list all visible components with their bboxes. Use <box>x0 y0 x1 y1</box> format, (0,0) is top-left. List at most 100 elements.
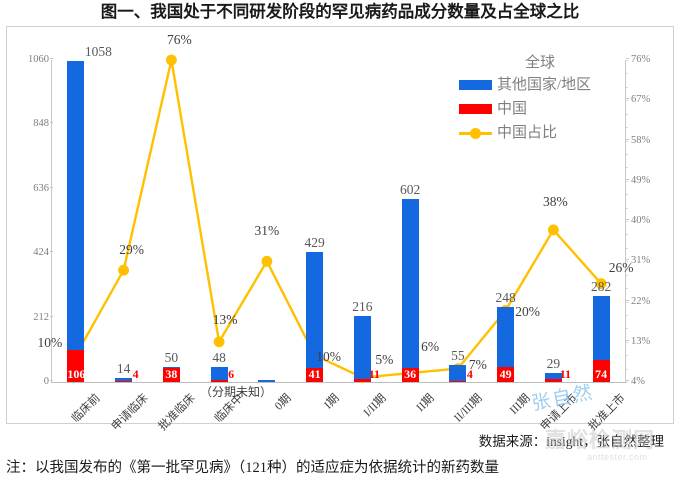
y-axis-left-line <box>51 60 52 382</box>
y-axis-right-minor-tick <box>626 180 628 182</box>
china-share-value-label: 10% <box>316 349 341 365</box>
y-axis-left-tick: 636 <box>9 183 53 194</box>
x-axis-extra-note: （分期未知） <box>200 385 273 399</box>
bar-segment-other-countries <box>306 251 324 370</box>
bar-china-value-label: 4 <box>466 367 473 381</box>
china-share-value-label: 31% <box>254 223 280 239</box>
legend-label-other-countries: 其他国家/地区 <box>497 77 592 93</box>
plot-area: 1058 106 14 4 50 38 48 6 429 41 216 11 602 36 55 4 248 49… <box>38 32 634 383</box>
y-axis-right-tick: 76% <box>626 54 666 65</box>
bar-china-value-label: 4 <box>132 367 139 381</box>
y-axis-right-tick: 4% <box>626 376 666 387</box>
bar-segment-other-countries <box>353 316 371 379</box>
bar-column[interactable] <box>115 377 133 382</box>
y-axis-right-minor-tick <box>626 288 628 290</box>
y-axis-right-minor-tick <box>626 341 628 343</box>
page-title: 图一、我国处于不同研发阶段的罕见病药品成分数量及占全球之比 <box>100 3 580 21</box>
y-axis-left-tick: 424 <box>9 247 53 258</box>
bar-column[interactable] <box>353 316 371 382</box>
y-axis-right-minor-tick <box>626 382 628 383</box>
china-share-value-label: 76% <box>167 32 192 47</box>
legend-item-china[interactable]: 中国 <box>459 97 609 121</box>
china-share-value-label: 5% <box>375 351 394 367</box>
bar-segment-other-countries <box>258 380 276 382</box>
bar-segment-other-countries <box>544 373 562 379</box>
china-share-value-label: 6% <box>421 339 440 355</box>
bar-segment-china <box>353 378 371 382</box>
y-axis-right-minor-tick <box>626 261 628 263</box>
y-axis-right-tick: 49% <box>626 175 666 186</box>
bar-total-value-label: 216 <box>352 299 373 315</box>
legend-line-marker-icon <box>459 128 492 139</box>
bar-column[interactable] <box>210 367 228 382</box>
bar-china-value-label: 49 <box>497 368 515 380</box>
y-axis-right-minor-tick <box>626 127 628 129</box>
y-axis-right-tick: 67% <box>626 95 666 105</box>
bar-segment-other-countries <box>401 199 419 372</box>
chart-container: 1060 848 636 424 212 0 76% 67% 58% 49% 40% 31% 22% 1… <box>6 26 674 433</box>
china-share-value-label: 20% <box>515 304 540 320</box>
bar-china-value-label: 11 <box>559 367 572 381</box>
y-axis-right-tick: 31% <box>626 256 666 266</box>
bar-total-value-label: 14 <box>116 360 131 376</box>
china-share-value-label: 7% <box>468 356 487 372</box>
bar-total-value-label: 29 <box>546 356 561 372</box>
china-share-marker[interactable] <box>213 336 225 348</box>
y-axis-right-minor-tick <box>626 86 628 88</box>
legend-item-other-countries[interactable]: 其他国家/地区 <box>459 73 609 97</box>
y-axis-right-tick: 13% <box>626 336 666 347</box>
bar-column[interactable] <box>449 365 467 382</box>
legend-label-china: 中国 <box>497 101 528 117</box>
bar-total-value-label: 55 <box>451 348 465 364</box>
bar-total-value-label: 1058 <box>84 43 112 59</box>
footnote: 注：以我国发布的《第一批罕见病》（121种）的适应症为依据统计的新药数量 <box>6 460 499 476</box>
chart-legend: 全球 其他国家/地区 中国 中国占比 <box>459 53 609 145</box>
bar-china-value-label: 106 <box>67 367 86 381</box>
x-axis-labels: （分期未知） 临床前 申请临床 批准临床 临床中 0期 I期 I/II期 II期 II/III期… <box>52 384 628 450</box>
y-axis-right-minor-tick <box>626 368 628 370</box>
y-axis-right-minor-tick <box>626 274 628 276</box>
china-share-marker[interactable] <box>548 224 559 236</box>
y-axis-right-minor-tick <box>626 167 628 169</box>
bar-segment-china <box>210 380 228 382</box>
bar-column[interactable] <box>258 380 276 382</box>
bar-segment-other-countries <box>67 60 85 350</box>
data-source-note: 数据来源：insight，张自然整理 <box>478 434 664 449</box>
legend-label-china-share: 中国占比 <box>497 125 558 141</box>
y-axis-right-minor-tick <box>626 221 628 222</box>
y-axis-right-minor-tick <box>626 314 628 316</box>
y-axis-right-minor-tick <box>626 153 628 155</box>
bar-column[interactable] <box>544 373 562 382</box>
y-axis-left-tick: 212 <box>9 312 53 323</box>
y-axis-right-minor-tick <box>626 234 628 236</box>
china-share-value-label: 38% <box>543 193 568 209</box>
bar-segment-other-countries <box>592 296 610 360</box>
y-axis-right-tick: 58% <box>626 135 666 146</box>
china-share-value-label: 26% <box>608 259 634 275</box>
y-axis-right-tick: 40% <box>626 215 666 226</box>
china-share-marker[interactable] <box>166 54 177 66</box>
bar-total-value-label: 50 <box>164 349 179 365</box>
y-axis-left: 1060 848 636 424 212 0 <box>7 54 53 387</box>
y-axis-right-minor-tick <box>626 113 628 115</box>
y-axis-right-minor-tick <box>626 355 628 357</box>
y-axis-left-tick: 1060 <box>9 54 53 65</box>
china-share-marker[interactable] <box>261 255 273 267</box>
legend-item-china-share[interactable]: 中国占比 <box>459 121 609 145</box>
china-share-value-label: 29% <box>119 242 144 258</box>
china-share-marker[interactable] <box>118 264 129 276</box>
bar-segment-china <box>544 378 562 382</box>
y-axis-right-minor-tick <box>626 60 628 61</box>
y-axis-left-tick: 0 <box>9 376 53 387</box>
y-axis-right-line <box>625 60 626 382</box>
y-axis-right-tick: 22% <box>626 296 666 307</box>
legend-swatch-blue-icon <box>459 80 492 90</box>
china-share-value-label: 10% <box>37 335 63 351</box>
bar-total-value-label: 429 <box>304 234 325 250</box>
bar-segment-other-countries <box>497 306 515 368</box>
bar-total-value-label: 48 <box>212 350 226 366</box>
bar-total-value-label: 282 <box>591 279 612 295</box>
legend-swatch-red-icon <box>459 104 492 114</box>
china-share-marker[interactable] <box>595 278 607 289</box>
bar-column[interactable] <box>67 60 85 382</box>
